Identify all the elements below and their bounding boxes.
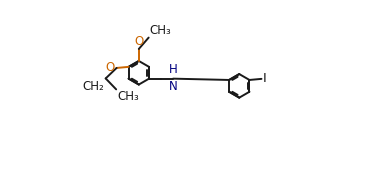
Text: H: H xyxy=(169,63,177,76)
Text: CH₃: CH₃ xyxy=(150,24,172,36)
Text: O: O xyxy=(106,62,115,74)
Text: N: N xyxy=(169,80,177,93)
Text: CH₂: CH₂ xyxy=(83,79,105,93)
Text: I: I xyxy=(263,72,267,85)
Text: O: O xyxy=(134,35,144,48)
Text: CH₃: CH₃ xyxy=(117,91,139,103)
